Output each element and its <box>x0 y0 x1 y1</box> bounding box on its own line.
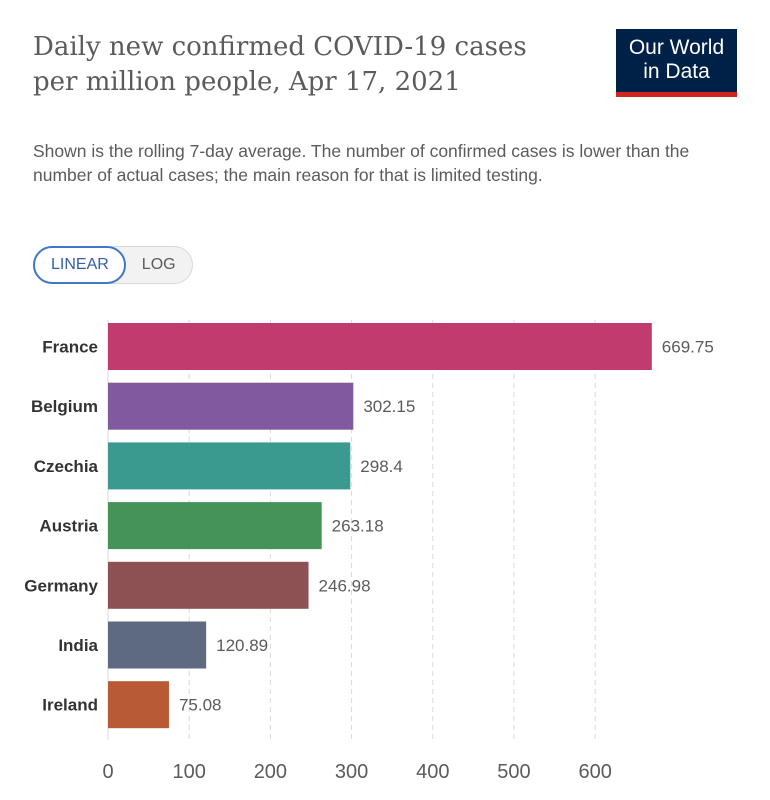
labels: France 669.75 Belgium 302.15 Czechia 298.4 Aus… <box>24 338 714 715</box>
category-label: Germany <box>24 576 98 595</box>
x-tick-label: 300 <box>335 761 368 783</box>
category-label: India <box>58 636 98 655</box>
bar-india[interactable] <box>108 621 207 669</box>
value-label: 263.18 <box>332 517 384 536</box>
x-tick-label: 200 <box>254 761 287 783</box>
x-tick-label: 500 <box>497 761 530 783</box>
bar-belgium[interactable] <box>108 382 354 430</box>
category-label: Czechia <box>34 457 99 476</box>
x-tick-label: 400 <box>416 761 449 783</box>
value-label: 246.98 <box>319 576 371 595</box>
bar-czechia[interactable] <box>108 442 351 490</box>
category-label: France <box>42 338 98 357</box>
chart-title: Daily new confirmed COVID-19 cases per m… <box>33 32 527 97</box>
value-label: 75.08 <box>179 696 222 715</box>
value-label: 298.4 <box>360 457 403 476</box>
bar-chart: France 669.75 Belgium 302.15 Czechia 298.4 Aus… <box>24 320 714 783</box>
owid-logo[interactable]: Our World in Data <box>616 29 737 97</box>
log-scale-button[interactable]: LOG <box>141 256 176 273</box>
bars <box>108 323 652 729</box>
bar-germany[interactable] <box>108 561 309 609</box>
category-label: Ireland <box>42 696 98 715</box>
bar-ireland[interactable] <box>108 681 169 729</box>
x-tick-label: 100 <box>173 761 206 783</box>
x-tick-label: 600 <box>578 761 611 783</box>
value-label: 669.75 <box>662 338 714 357</box>
x-tick-label: 0 <box>102 761 113 783</box>
value-label: 302.15 <box>363 397 415 416</box>
bar-austria[interactable] <box>108 502 322 550</box>
bar-france[interactable] <box>108 323 652 370</box>
logo-line-2: in Data <box>643 60 710 83</box>
linear-scale-button[interactable]: LINEAR <box>33 246 126 284</box>
logo-line-1: Our World <box>628 36 725 59</box>
x-axis: 0 100 200 300 400 500 600 <box>102 761 611 783</box>
value-label: 120.89 <box>216 636 268 655</box>
category-label: Austria <box>39 517 98 536</box>
category-label: Belgium <box>31 397 98 416</box>
scale-toggle[interactable]: LINEAR LOG <box>33 246 193 284</box>
chart-subtitle: Shown is the rolling 7-day average. The … <box>33 141 690 185</box>
